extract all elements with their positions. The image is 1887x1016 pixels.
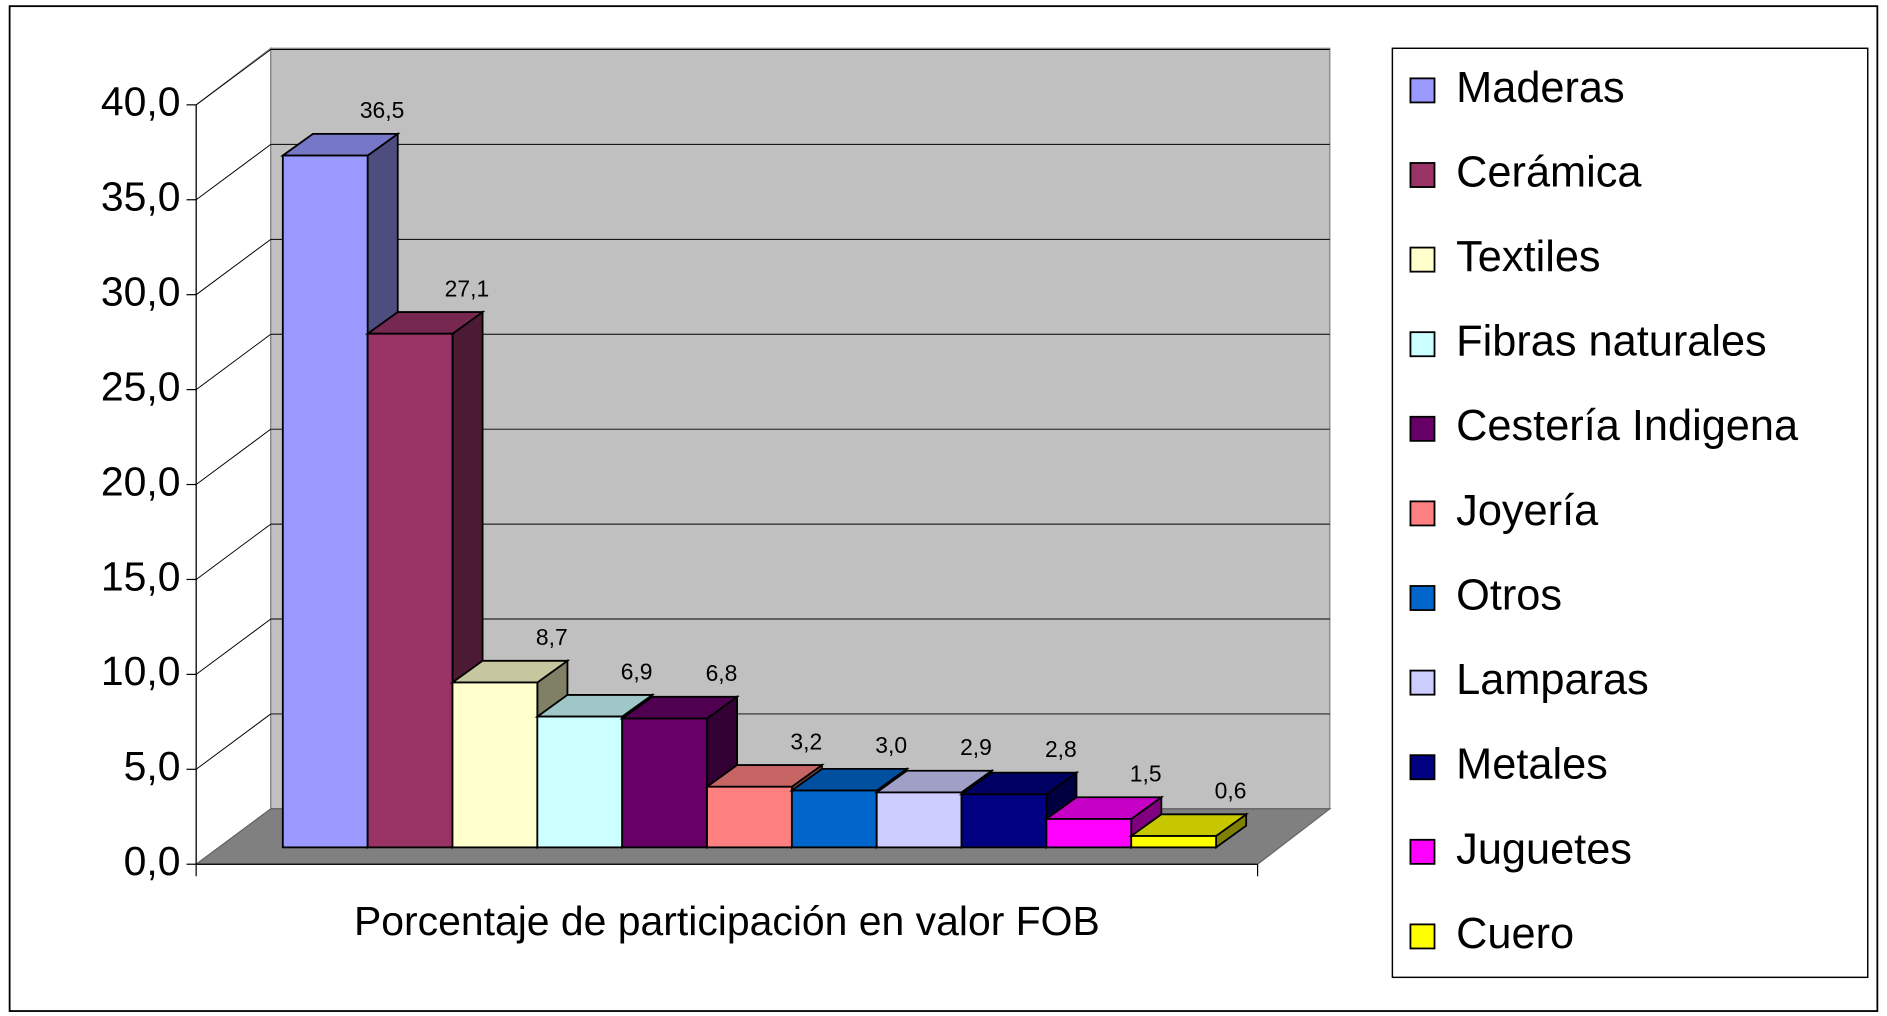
y-tick-label: 15,0 [101,553,181,599]
value-label: 3,0 [875,732,907,758]
value-label: 2,8 [1045,736,1077,762]
legend-label: Otros [1456,571,1562,619]
y-tick-label: 40,0 [101,79,181,125]
legend-label: Cerámica [1456,148,1642,196]
value-label: 2,9 [960,734,992,760]
legend-swatch [1409,500,1436,527]
legend-swatch [1409,415,1436,442]
legend-swatch [1409,669,1436,696]
legend-label: Joyería [1456,487,1599,535]
grid-line [195,333,272,390]
legend [1391,47,1869,979]
legend-swatch [1409,162,1436,188]
bar [1045,818,1133,849]
bar [960,793,1048,849]
bar [1130,835,1217,849]
value-label: 6,8 [706,660,738,686]
bar [536,715,624,849]
legend-label: Cuero [1456,910,1574,958]
legend-swatch [1409,585,1436,611]
grid-line [195,238,272,296]
value-label: 27,1 [445,275,489,301]
legend-swatch [1409,754,1436,781]
grid-line [195,618,272,675]
value-label: 36,5 [360,97,405,123]
bar [366,332,454,849]
bar [281,154,369,849]
y-tick-label: 35,0 [101,174,181,220]
grid-line [195,713,272,770]
bar [451,681,539,849]
legend-label: Textiles [1456,233,1600,281]
y-tick-label: 30,0 [101,269,181,315]
legend-label: Lamparas [1456,656,1649,704]
legend-label: Fibras naturales [1456,318,1767,366]
legend-label: Juguetes [1456,825,1632,873]
legend-label: Maderas [1456,64,1625,112]
legend-swatch [1409,77,1436,104]
legend-label: Metales [1456,741,1608,789]
grid-line [195,144,272,201]
value-label: 8,7 [536,624,568,650]
bar [790,789,878,849]
y-tick-label: 10,0 [101,648,181,694]
legend-label: Cestería Indigena [1456,402,1799,450]
grid-line [195,49,272,106]
y-tick-label: 0,0 [124,838,181,884]
bar [875,791,963,849]
y-tick-label: 25,0 [101,363,181,409]
y-tick-label: 20,0 [101,458,181,504]
category-label: Porcentaje de participación en valor FOB [354,898,1100,944]
bar [706,785,793,849]
value-label: 3,2 [790,728,822,754]
grid-line [195,523,272,580]
legend-swatch [1409,246,1436,273]
value-label: 6,9 [621,658,653,684]
legend-swatch [1409,838,1436,865]
grid-line [195,428,272,485]
y-tick-label: 5,0 [124,743,181,789]
legend-swatch [1409,331,1436,358]
bar [621,717,708,849]
value-label: 0,6 [1215,778,1247,804]
legend-swatch [1409,923,1436,950]
value-label: 1,5 [1130,761,1162,787]
